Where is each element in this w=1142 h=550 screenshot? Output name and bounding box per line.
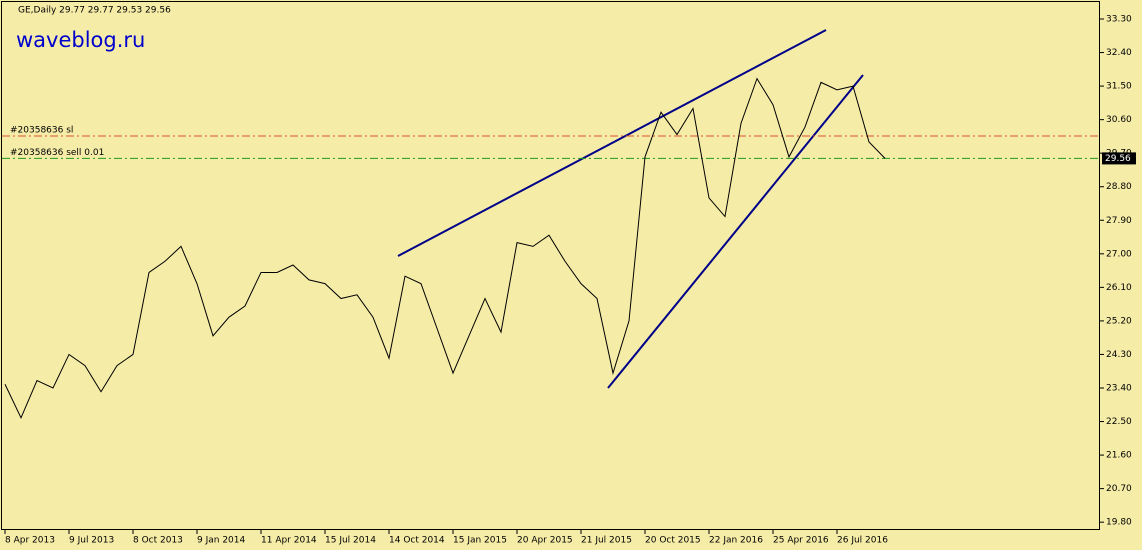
y-tick-label: 23.40 [1106, 383, 1132, 393]
y-tick-label: 24.30 [1106, 350, 1132, 360]
price-line [4, 77, 886, 420]
y-tick-label: 33.30 [1106, 15, 1132, 25]
y-tick-label: 22.50 [1106, 417, 1132, 427]
x-tick-label: 20 Oct 2015 [645, 536, 701, 546]
y-tick-label: 30.60 [1106, 115, 1132, 125]
y-tick-label: 27.00 [1106, 249, 1132, 259]
y-tick-label: 32.40 [1106, 48, 1132, 58]
y-tick-label: 25.20 [1106, 316, 1132, 326]
level-label: #20358636 sl [10, 126, 73, 136]
trendlines [397, 29, 864, 389]
x-tick-label: 9 Jan 2014 [197, 536, 245, 546]
x-tick-label: 8 Oct 2013 [133, 536, 183, 546]
x-tick-label: 21 Jul 2015 [581, 536, 632, 546]
x-tick-label: 9 Jul 2013 [69, 536, 114, 546]
y-tick-label: 19.80 [1106, 518, 1132, 528]
y-tick-label: 21.60 [1106, 451, 1132, 461]
y-tick-label: 20.70 [1106, 484, 1132, 494]
x-tick-label: 22 Jan 2016 [709, 536, 763, 546]
x-tick-label: 15 Jul 2014 [325, 536, 376, 546]
last-price-box [1102, 152, 1136, 165]
y-tick-label: 31.50 [1106, 82, 1132, 92]
trendline [397, 29, 827, 257]
x-tick-label: 15 Jan 2015 [453, 536, 507, 546]
x-tick-label: 11 Apr 2014 [261, 536, 317, 546]
y-tick-label: 26.10 [1106, 283, 1132, 293]
level-label: #20358636 sell 0.01 [10, 148, 104, 158]
trendline [607, 74, 864, 389]
x-tick-label: 25 Apr 2016 [773, 536, 829, 546]
y-tick-label: 27.90 [1106, 216, 1132, 226]
x-tick-label: 26 Jul 2016 [837, 536, 888, 546]
chart-title: GE,Daily 29.77 29.77 29.53 29.56 [18, 6, 171, 16]
plot-frame [1, 1, 1100, 530]
x-tick-label: 14 Oct 2014 [389, 536, 445, 546]
watermark: waveblog.ru [16, 28, 145, 52]
x-tick-label: 8 Apr 2013 [5, 536, 55, 546]
y-tick-label: 28.80 [1106, 182, 1132, 192]
last-price-label: 29.56 [1105, 154, 1131, 164]
x-tick-label: 20 Apr 2015 [517, 536, 573, 546]
